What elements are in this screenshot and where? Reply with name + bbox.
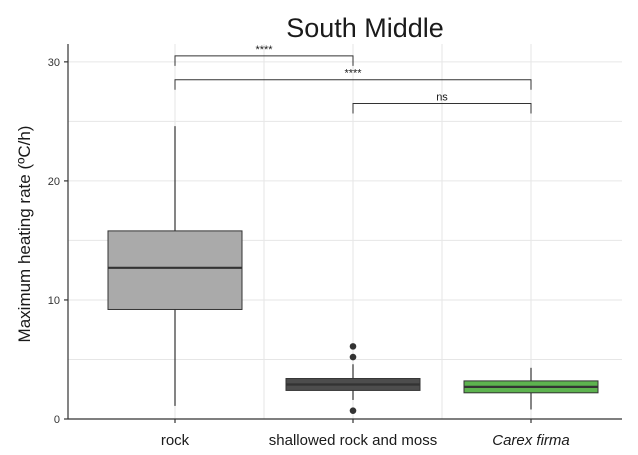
- box-rock: [107, 126, 243, 406]
- outlier-point: [349, 343, 357, 350]
- box-carex-firma: [463, 367, 599, 410]
- axes: [64, 44, 622, 423]
- outlier-point: [349, 407, 357, 414]
- x-tick-label: rock: [161, 432, 190, 449]
- outlier-point: [349, 353, 357, 361]
- bracket-line: [352, 103, 532, 114]
- significance-bracket: ****: [174, 44, 354, 66]
- tick-labels: 0 10 20 30 rock shallowed rock and moss Carex …: [48, 57, 570, 449]
- x-tick-label: Carex firma: [492, 432, 570, 449]
- significance-bracket: ns: [352, 92, 532, 114]
- box-shallowed-rock-and-moss: [285, 343, 421, 414]
- y-tick-label: 20: [48, 176, 60, 188]
- y-tick-label: 30: [48, 57, 60, 69]
- significance-label: ****: [344, 68, 362, 80]
- significance-label: ns: [436, 92, 448, 104]
- chart-title: South Middle: [286, 13, 444, 43]
- y-tick-label: 0: [54, 414, 60, 426]
- boxes: [107, 126, 599, 414]
- significance-brackets: **** **** ns: [174, 44, 532, 114]
- significance-bracket: ****: [174, 68, 532, 90]
- y-tick-label: 10: [48, 295, 60, 307]
- bracket-line: [174, 79, 532, 90]
- bracket-line: [174, 55, 354, 66]
- box-iqr: [107, 230, 243, 310]
- significance-label: ****: [255, 44, 273, 56]
- x-tick-label: shallowed rock and moss: [269, 432, 437, 449]
- y-axis-label: Maximum heating rate (ºC/h): [15, 126, 34, 343]
